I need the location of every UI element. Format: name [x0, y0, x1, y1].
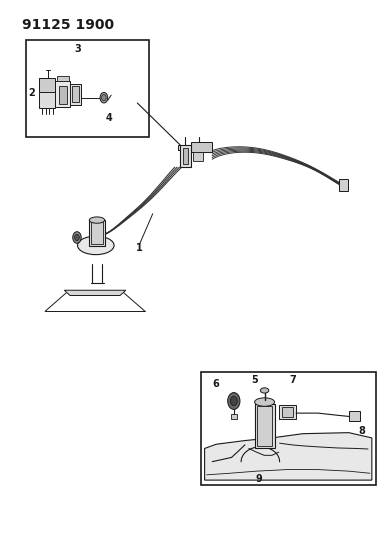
- Text: 8: 8: [359, 426, 366, 436]
- Bar: [70, 84, 81, 105]
- Circle shape: [228, 393, 240, 409]
- Text: 91125 1900: 91125 1900: [22, 18, 114, 31]
- Bar: [91, 222, 103, 244]
- Bar: [58, 86, 67, 104]
- Bar: [191, 142, 212, 151]
- Polygon shape: [205, 433, 372, 480]
- Bar: [349, 411, 360, 421]
- Bar: [39, 78, 55, 92]
- Circle shape: [74, 235, 79, 241]
- Ellipse shape: [89, 217, 105, 223]
- Bar: [57, 76, 69, 82]
- Text: 6: 6: [213, 378, 220, 389]
- Bar: [26, 39, 149, 138]
- Bar: [183, 148, 188, 164]
- Text: 7: 7: [290, 375, 296, 385]
- Ellipse shape: [261, 388, 269, 393]
- Text: 4: 4: [105, 113, 112, 123]
- Bar: [279, 405, 296, 419]
- Circle shape: [230, 396, 237, 406]
- Bar: [257, 406, 272, 446]
- Circle shape: [101, 94, 106, 101]
- Ellipse shape: [78, 236, 114, 255]
- Text: 9: 9: [255, 474, 262, 484]
- Text: 3: 3: [74, 44, 81, 54]
- Ellipse shape: [255, 398, 275, 406]
- Bar: [255, 403, 275, 448]
- Bar: [231, 414, 236, 419]
- Bar: [72, 86, 79, 102]
- Bar: [339, 180, 347, 191]
- Bar: [282, 407, 293, 417]
- Bar: [55, 82, 70, 107]
- Bar: [193, 151, 203, 161]
- Text: 5: 5: [251, 375, 258, 385]
- Circle shape: [73, 232, 81, 243]
- Bar: [201, 372, 376, 486]
- Bar: [39, 79, 55, 108]
- Text: 1: 1: [136, 243, 143, 253]
- Text: 2: 2: [28, 88, 35, 99]
- Polygon shape: [64, 290, 126, 295]
- Bar: [180, 145, 191, 167]
- Polygon shape: [178, 145, 212, 150]
- Bar: [89, 220, 105, 246]
- Circle shape: [100, 92, 108, 103]
